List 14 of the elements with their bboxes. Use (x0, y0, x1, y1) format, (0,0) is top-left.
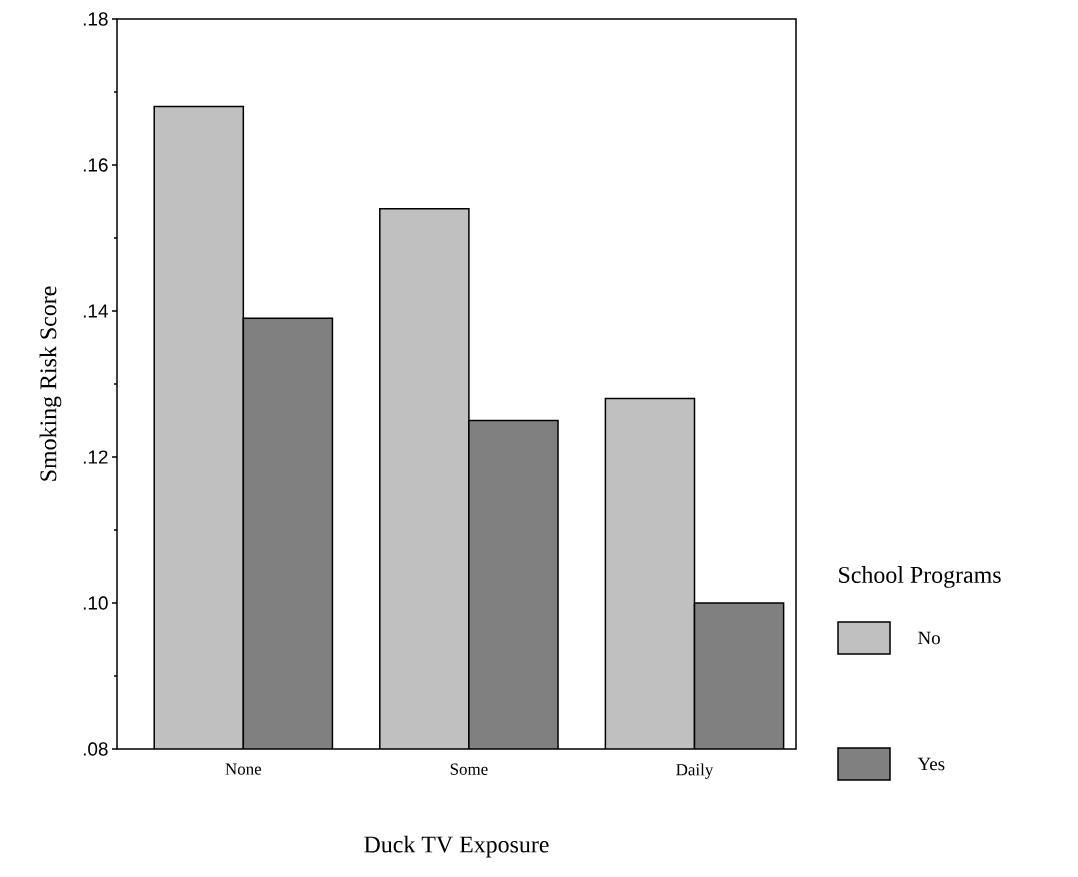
y-tick-label: .18 (83, 12, 108, 26)
y-axis-title: Smoking Risk Score (39, 286, 62, 481)
x-tick-label: Daily (676, 763, 714, 779)
y-tick-label: .12 (83, 450, 108, 464)
y-tick-label: .14 (83, 304, 108, 318)
y-tick-label: .10 (83, 596, 108, 610)
y-tick-label: .08 (83, 742, 108, 756)
x-tick-label: Some (450, 763, 488, 775)
y-tick-label: .16 (83, 158, 108, 172)
legend-label: Yes (917, 757, 945, 771)
x-axis-title: Duck TV Exposure (364, 835, 549, 858)
x-tick-label: None (225, 763, 262, 775)
legend-label: No (918, 631, 940, 645)
legend-title: School Programs (839, 566, 1001, 588)
